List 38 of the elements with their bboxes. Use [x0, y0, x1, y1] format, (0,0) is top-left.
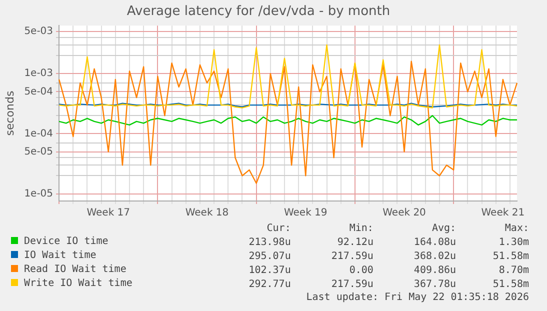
- text: 368.02u: [412, 250, 458, 263]
- text: 367.78u: [412, 278, 458, 291]
- text: 295.07u: [248, 250, 292, 263]
- legend-label: Device IO time: [23, 235, 110, 249]
- y-tick-label: 1e-05: [24, 188, 54, 200]
- text: Avg:: [430, 222, 458, 235]
- text: 292.77u: [248, 278, 292, 291]
- x-tick-label: Week 20: [382, 208, 426, 219]
- x-tick-label: Week 17: [86, 208, 130, 219]
- x-tick-label: Week 19: [284, 208, 328, 219]
- x-tick-label: Week 21: [481, 208, 525, 219]
- text: 51.58m: [492, 250, 530, 263]
- text: 217.59u: [330, 250, 374, 263]
- chart-title: Average latency for /dev/vda - by month: [126, 4, 390, 20]
- text: 409.86u: [412, 264, 458, 277]
- x-tick-label: Week 18: [185, 208, 229, 219]
- text: 1.30m: [498, 236, 530, 249]
- text: Cur:: [266, 222, 292, 235]
- y-tick-label: 1e-03: [24, 68, 54, 80]
- legend-label: IO Wait time: [23, 249, 98, 263]
- text: 217.59u: [330, 278, 374, 291]
- text: Min:: [348, 222, 374, 235]
- y-axis-title: seconds: [3, 90, 16, 136]
- text: 8.70m: [498, 264, 530, 277]
- text: 92.12u: [336, 236, 374, 249]
- y-tick-label: 5e-05: [24, 146, 54, 158]
- text: Max:: [504, 222, 530, 235]
- text: 213.98u: [248, 236, 292, 249]
- legend-label: Read IO Wait time: [23, 263, 128, 277]
- text: 102.37u: [248, 264, 292, 277]
- y-tick-label: 5e-03: [24, 26, 54, 38]
- text: Last update: Fri May 22 01:35:18 2026: [305, 291, 530, 304]
- y-tick-label: 5e-04: [24, 86, 54, 98]
- text: 51.58m: [492, 278, 530, 291]
- y-tick-label: 1e-04: [24, 128, 54, 140]
- text: 0.00: [348, 264, 374, 277]
- legend-label: Write IO Wait time: [23, 277, 134, 291]
- text: 164.08u: [412, 236, 458, 249]
